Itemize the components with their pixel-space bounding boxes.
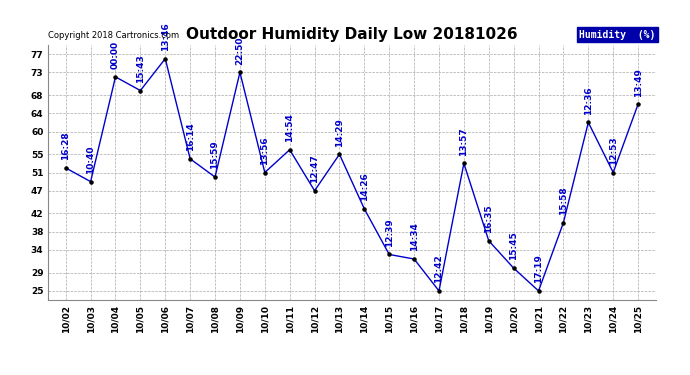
Text: 12:53: 12:53 xyxy=(609,136,618,165)
Text: Humidity  (%): Humidity (%) xyxy=(579,30,656,40)
Text: 14:54: 14:54 xyxy=(285,113,294,142)
Point xyxy=(408,256,420,262)
Text: Copyright 2018 Cartronics.com: Copyright 2018 Cartronics.com xyxy=(48,31,179,40)
Point xyxy=(210,174,221,180)
Point xyxy=(508,265,519,271)
Point xyxy=(235,69,246,75)
Point xyxy=(160,56,171,62)
Text: 15:59: 15:59 xyxy=(210,141,219,170)
Text: 15:43: 15:43 xyxy=(136,54,145,83)
Text: 13:46: 13:46 xyxy=(161,22,170,51)
Text: 16:28: 16:28 xyxy=(61,132,70,160)
Text: 15:58: 15:58 xyxy=(559,186,568,215)
Point xyxy=(558,220,569,226)
Point xyxy=(60,165,71,171)
Point xyxy=(309,188,320,194)
Point xyxy=(533,288,544,294)
Point xyxy=(359,206,370,212)
Point xyxy=(334,151,345,157)
Point xyxy=(483,238,494,244)
Text: 12:36: 12:36 xyxy=(584,86,593,115)
Text: 22:50: 22:50 xyxy=(235,36,244,64)
Text: 13:56: 13:56 xyxy=(260,136,269,165)
Title: Outdoor Humidity Daily Low 20181026: Outdoor Humidity Daily Low 20181026 xyxy=(186,27,518,42)
Text: 00:00: 00:00 xyxy=(111,41,120,69)
Text: 13:57: 13:57 xyxy=(460,127,469,156)
Text: 12:47: 12:47 xyxy=(310,154,319,183)
Text: 10:40: 10:40 xyxy=(86,146,95,174)
Text: 12:42: 12:42 xyxy=(435,255,444,283)
Text: 13:49: 13:49 xyxy=(633,68,642,96)
Point xyxy=(458,160,469,166)
Text: 16:14: 16:14 xyxy=(186,123,195,151)
Text: 17:19: 17:19 xyxy=(534,254,543,283)
Point xyxy=(110,74,121,80)
Text: 14:34: 14:34 xyxy=(410,222,419,251)
Point xyxy=(384,252,395,258)
Point xyxy=(284,147,295,153)
Point xyxy=(633,101,644,107)
Point xyxy=(433,288,444,294)
Point xyxy=(259,170,270,176)
Text: 12:39: 12:39 xyxy=(385,218,394,247)
Point xyxy=(608,170,619,176)
Point xyxy=(185,156,196,162)
Text: 14:26: 14:26 xyxy=(360,172,369,201)
Text: 14:29: 14:29 xyxy=(335,118,344,147)
Point xyxy=(135,87,146,93)
Text: 15:45: 15:45 xyxy=(509,232,518,261)
Text: 16:35: 16:35 xyxy=(484,204,493,233)
Point xyxy=(85,178,96,184)
Point xyxy=(583,119,594,125)
